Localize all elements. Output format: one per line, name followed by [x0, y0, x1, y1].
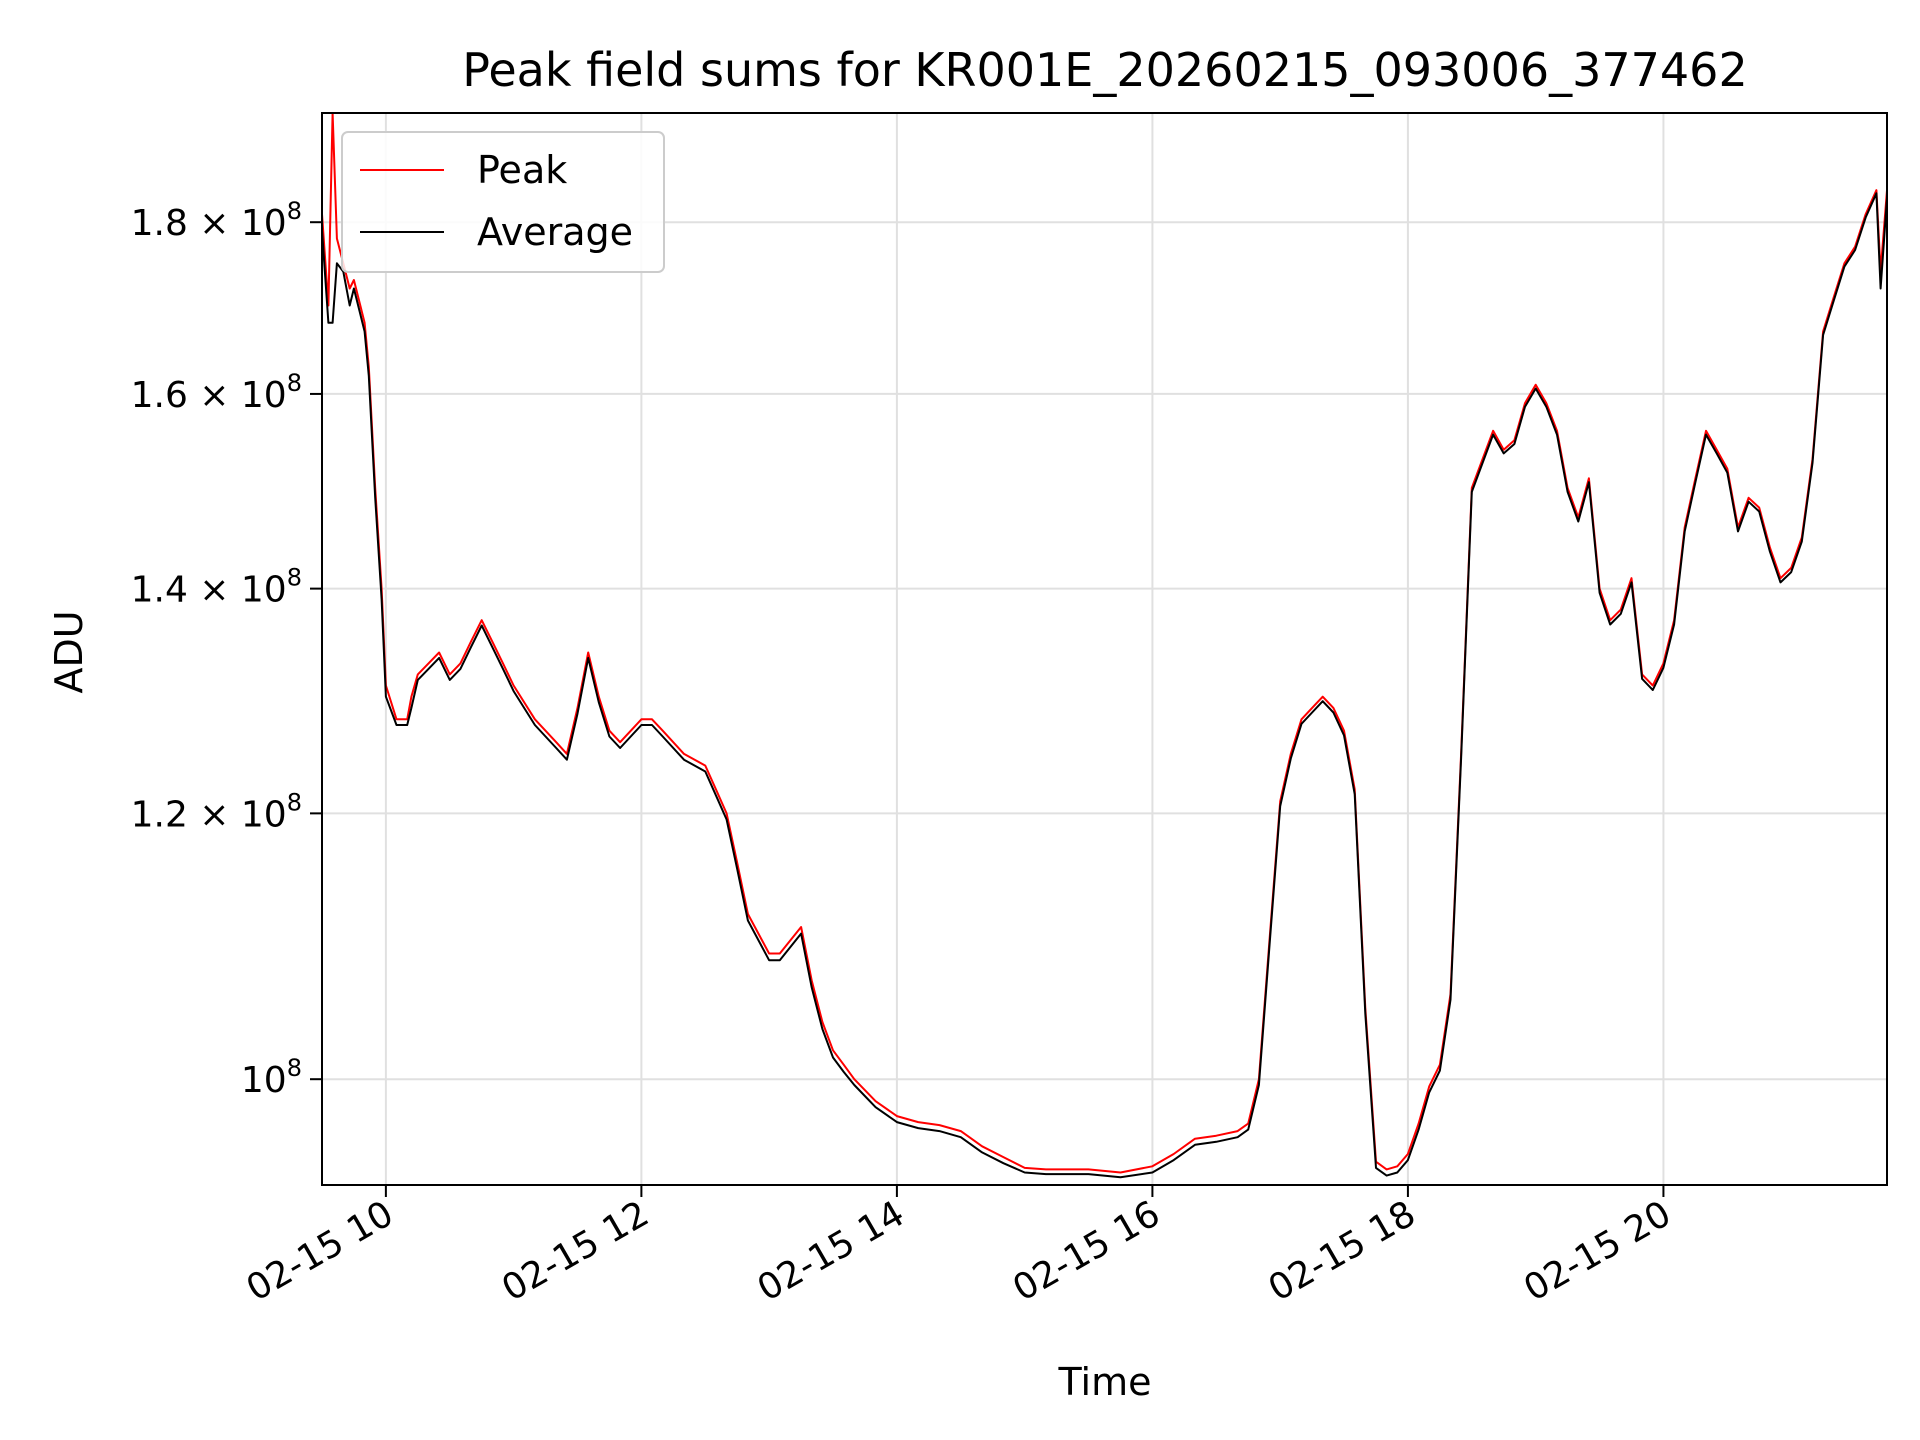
- legend-label-average: Average: [477, 210, 633, 254]
- y-axis-label: ADU: [47, 610, 91, 693]
- y-tick-label-base: 1.8 × 10: [131, 203, 287, 244]
- series-layer: [321, 112, 1888, 1179]
- x-axis-label: Time: [1058, 1360, 1152, 1404]
- y-tick-label-base: 1.2 × 10: [131, 794, 287, 835]
- legend-box: [341, 131, 665, 273]
- y-tick-label: 1.4 × 108: [131, 564, 302, 611]
- y-tick-label: 108: [241, 1054, 302, 1101]
- y-tick-label-exponent: 8: [287, 564, 302, 592]
- y-tick-label-exponent: 8: [287, 788, 302, 816]
- y-tick-label-exponent: 8: [287, 1054, 302, 1082]
- series-line-peak: [321, 112, 1888, 1174]
- y-tick-label-exponent: 8: [287, 369, 302, 397]
- y-tick-label-base: 10: [241, 1060, 287, 1101]
- y-tick-label-base: 1.4 × 10: [131, 570, 287, 611]
- y-tick-label-exponent: 8: [287, 197, 302, 225]
- chart-title: Peak field sums for KR001E_20260215_0930…: [462, 43, 1747, 97]
- y-tick-label: 1.8 × 108: [131, 197, 302, 244]
- plot-frame: [321, 112, 1888, 1186]
- y-tick-label-base: 1.6 × 10: [131, 375, 287, 416]
- series-line-average: [321, 192, 1888, 1179]
- y-tick-label: 1.6 × 108: [131, 369, 302, 416]
- y-tick-label: 1.2 × 108: [131, 788, 302, 835]
- legend: Peak Average: [341, 131, 665, 273]
- legend-label-peak: Peak: [477, 148, 567, 192]
- grid: [322, 113, 1887, 1185]
